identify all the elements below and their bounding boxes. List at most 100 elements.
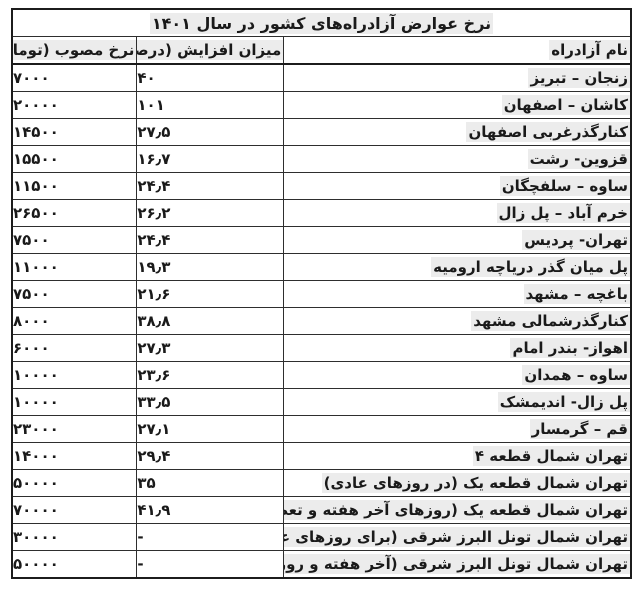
approved-rate-cell: ۲۶۵۰۰ <box>11 199 138 227</box>
freeway-name: تهران شمال تونل البرز شرقی (آخر هفته و ر… <box>284 554 630 574</box>
freeway-name: تهران شمال قطعه یک (در روزهای عادی) <box>321 473 630 493</box>
approved-rate-cell: ۲۰۰۰۰ <box>11 91 138 119</box>
table-row: کنارگذرغربی اصفهان ۲۷٫۵ ۱۴۵۰۰ <box>11 118 632 146</box>
table-row: باغچه – مشهد ۲۱٫۶ ۷۵۰۰ <box>11 280 632 308</box>
approved-rate-cell: ۶۰۰۰ <box>11 334 138 362</box>
approved-rate-cell: ۱۰۰۰۰ <box>11 361 138 389</box>
increase-percent-cell: ۲۶٫۲ <box>136 199 285 227</box>
freeway-name: پل میان گذر دریاچه ارومیه <box>431 257 630 277</box>
approved-rate-cell: ۱۵۵۰۰ <box>11 145 138 173</box>
table-row: خرم آباد – پل زال ۲۶٫۲ ۲۶۵۰۰ <box>11 199 632 227</box>
freeway-name-cell: تهران شمال قطعه یک (در روزهای عادی) <box>283 469 632 497</box>
table-row: پل زال- اندیمشک ۳۳٫۵ ۱۰۰۰۰ <box>11 388 632 416</box>
column-header-increase-percent: میزان افزایش (درصد) <box>136 36 285 65</box>
toll-rates-table: نرخ عوارض آزادراه‌های کشور در سال ۱۴۰۱ ن… <box>11 8 632 579</box>
increase-percent-cell: ۱۹٫۳ <box>136 253 285 281</box>
freeway-name-cell: تهران شمال قطعه ۴ <box>283 442 632 470</box>
approved-rate-cell: ۷۰۰۰ <box>11 63 138 92</box>
freeway-name: قم – گرمسار <box>529 419 630 439</box>
increase-percent-cell: - <box>136 550 285 579</box>
increase-percent-cell: ۳۸٫۸ <box>136 307 285 335</box>
freeway-name: کنارگذرشمالی مشهد <box>471 311 630 331</box>
freeway-name-cell: زنجان – تبریز <box>283 63 632 92</box>
table-row: تهران شمال قطعه یک (در روزهای عادی) ۳۵ ۵… <box>11 469 632 497</box>
approved-rate-cell: ۵۰۰۰۰ <box>11 469 138 497</box>
freeway-name-cell: قزوین- رشت <box>283 145 632 173</box>
column-header-approved-rate: نرخ مصوب (تومان) <box>11 36 138 65</box>
freeway-name: تهران شمال قطعه یک (روزهای آخر هفته و تع… <box>284 500 630 520</box>
increase-percent-cell: ۲۴٫۴ <box>136 172 285 200</box>
freeway-name: قزوین- رشت <box>527 149 630 169</box>
table-title-row: نرخ عوارض آزادراه‌های کشور در سال ۱۴۰۱ <box>11 8 632 37</box>
freeway-name-cell: ساوه – همدان <box>283 361 632 389</box>
freeway-name-cell: کنارگذرغربی اصفهان <box>283 118 632 146</box>
table-row: تهران شمال تونل البرز شرقی (برای روزهای … <box>11 523 632 551</box>
freeway-name: کاشان – اصفهان <box>501 95 630 115</box>
increase-percent-cell: - <box>136 523 285 551</box>
freeway-name-cell: تهران شمال تونل البرز شرقی (آخر هفته و ر… <box>283 550 632 579</box>
freeway-name-cell: قم – گرمسار <box>283 415 632 443</box>
approved-rate-cell: ۲۳۰۰۰ <box>11 415 138 443</box>
table-row: زنجان – تبریز ۴۰ ۷۰۰۰ <box>11 63 632 92</box>
table-body: زنجان – تبریز ۴۰ ۷۰۰۰ کاشان – اصفهان ۱۰۱… <box>11 63 632 579</box>
freeway-name: تهران شمال تونل البرز شرقی (برای روزهای … <box>284 527 630 547</box>
approved-rate-cell: ۳۰۰۰۰ <box>11 523 138 551</box>
table-row: کنارگذرشمالی مشهد ۳۸٫۸ ۸۰۰۰ <box>11 307 632 335</box>
freeway-name-cell: خرم آباد – پل زال <box>283 199 632 227</box>
increase-percent-cell: ۲۷٫۵ <box>136 118 285 146</box>
freeway-name-cell: ساوه – سلفچگان <box>283 172 632 200</box>
freeway-name: اهواز- بندر امام <box>510 338 630 358</box>
freeway-name-cell: تهران شمال تونل البرز شرقی (برای روزهای … <box>283 523 632 551</box>
freeway-name-cell: کاشان – اصفهان <box>283 91 632 119</box>
freeway-name-cell: کنارگذرشمالی مشهد <box>283 307 632 335</box>
increase-percent-cell: ۲۷٫۳ <box>136 334 285 362</box>
freeway-name: باغچه – مشهد <box>523 284 630 304</box>
freeway-name: ساوه – همدان <box>522 365 630 385</box>
freeway-name-cell: پل زال- اندیمشک <box>283 388 632 416</box>
increase-percent-cell: ۱۰۱ <box>136 91 285 119</box>
table-title-cell: نرخ عوارض آزادراه‌های کشور در سال ۱۴۰۱ <box>11 8 632 37</box>
table-row: تهران شمال تونل البرز شرقی (آخر هفته و ر… <box>11 550 632 579</box>
approved-rate-cell: ۱۴۰۰۰ <box>11 442 138 470</box>
table-row: تهران شمال قطعه یک (روزهای آخر هفته و تع… <box>11 496 632 524</box>
table-row: تهران شمال قطعه ۴ ۲۹٫۴ ۱۴۰۰۰ <box>11 442 632 470</box>
increase-percent-cell: ۳۵ <box>136 469 285 497</box>
column-header-freeway-name: نام آزادراه <box>283 36 632 65</box>
freeway-name: تهران شمال قطعه ۴ <box>472 446 630 466</box>
freeway-name: تهران- پردیس <box>522 230 630 250</box>
approved-rate-cell: ۷۵۰۰ <box>11 280 138 308</box>
table-title: نرخ عوارض آزادراه‌های کشور در سال ۱۴۰۱ <box>149 12 494 34</box>
increase-percent-cell: ۲۴٫۴ <box>136 226 285 254</box>
freeway-name-cell: پل میان گذر دریاچه ارومیه <box>283 253 632 281</box>
table-row: کاشان – اصفهان ۱۰۱ ۲۰۰۰۰ <box>11 91 632 119</box>
increase-percent-cell: ۴۰ <box>136 63 285 92</box>
increase-percent-cell: ۲۹٫۴ <box>136 442 285 470</box>
approved-rate-cell: ۷۰۰۰۰ <box>11 496 138 524</box>
approved-rate-cell: ۱۴۵۰۰ <box>11 118 138 146</box>
table-header-row: نام آزادراه میزان افزایش (درصد) نرخ مصوب… <box>11 36 632 65</box>
table-row: ساوه – سلفچگان ۲۴٫۴ ۱۱۵۰۰ <box>11 172 632 200</box>
increase-percent-cell: ۲۱٫۶ <box>136 280 285 308</box>
increase-percent-cell: ۲۷٫۱ <box>136 415 285 443</box>
table-row: ساوه – همدان ۲۳٫۶ ۱۰۰۰۰ <box>11 361 632 389</box>
approved-rate-cell: ۱۱۵۰۰ <box>11 172 138 200</box>
freeway-name-cell: تهران- پردیس <box>283 226 632 254</box>
approved-rate-cell: ۷۵۰۰ <box>11 226 138 254</box>
freeway-name: زنجان – تبریز <box>528 68 630 88</box>
approved-rate-cell: ۱۱۰۰۰ <box>11 253 138 281</box>
approved-rate-cell: ۸۰۰۰ <box>11 307 138 335</box>
freeway-name: ساوه – سلفچگان <box>499 176 630 196</box>
table-row: اهواز- بندر امام ۲۷٫۳ ۶۰۰۰ <box>11 334 632 362</box>
table-row: تهران- پردیس ۲۴٫۴ ۷۵۰۰ <box>11 226 632 254</box>
freeway-name: کنارگذرغربی اصفهان <box>466 122 630 142</box>
table-row: پل میان گذر دریاچه ارومیه ۱۹٫۳ ۱۱۰۰۰ <box>11 253 632 281</box>
freeway-name-cell: باغچه – مشهد <box>283 280 632 308</box>
increase-percent-cell: ۴۱٫۹ <box>136 496 285 524</box>
approved-rate-cell: ۵۰۰۰۰ <box>11 550 138 579</box>
freeway-name-cell: اهواز- بندر امام <box>283 334 632 362</box>
increase-percent-cell: ۲۳٫۶ <box>136 361 285 389</box>
freeway-name-cell: تهران شمال قطعه یک (روزهای آخر هفته و تع… <box>283 496 632 524</box>
increase-percent-cell: ۱۶٫۷ <box>136 145 285 173</box>
table-row: قم – گرمسار ۲۷٫۱ ۲۳۰۰۰ <box>11 415 632 443</box>
toll-rates-table-container: نرخ عوارض آزادراه‌های کشور در سال ۱۴۰۱ ن… <box>11 8 632 579</box>
